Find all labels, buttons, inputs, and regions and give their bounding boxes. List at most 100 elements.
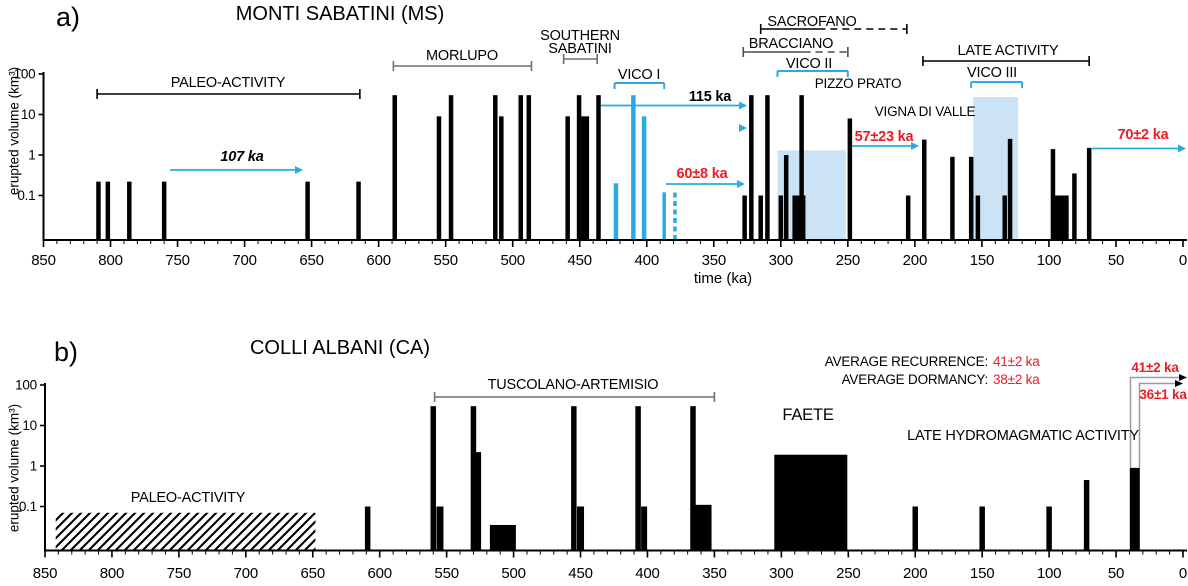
- eruption-bar: [912, 506, 918, 551]
- eruption-bar: [493, 95, 498, 240]
- x-tick-label: 850: [33, 565, 57, 582]
- eruption-bar: [571, 406, 577, 551]
- y-tick-label: 10: [22, 418, 37, 433]
- x-tick-label: 300: [769, 252, 793, 269]
- x-tick-label: 650: [301, 565, 325, 582]
- x-tick-label: 450: [568, 565, 592, 582]
- label-bracciano: BRACCIANO: [749, 36, 833, 52]
- eruption-bar: [1072, 173, 1077, 240]
- label-70ka: 70±2 ka: [1118, 127, 1170, 143]
- y-tick-label: 10: [21, 107, 36, 122]
- label-paleo-activity: PALEO-ACTIVITY: [171, 75, 286, 91]
- eruption-bar: [436, 506, 444, 551]
- label-avg-dormancy-value: 38±2 ka: [993, 372, 1040, 387]
- eruption-bar: [1050, 149, 1056, 240]
- arrow-115ka-head: [739, 101, 747, 110]
- label-southern-line1: SOUTHERN: [540, 28, 620, 44]
- eruption-bar: [742, 195, 747, 240]
- eruption-bar: [765, 95, 770, 240]
- eruption-bar: [1007, 138, 1013, 240]
- x-tick-label: 750: [167, 565, 191, 582]
- y-tick-label: 100: [15, 378, 37, 393]
- x-tick-label: 250: [836, 252, 860, 269]
- eruption-bar: [847, 118, 853, 240]
- y-tick-label: 0.1: [17, 188, 35, 203]
- eruption-bar: [975, 195, 981, 240]
- x-tick-label: 150: [970, 565, 994, 582]
- label-faete: FAETE: [782, 406, 833, 424]
- eruption-bar: [364, 506, 371, 551]
- eruption-bar: [96, 181, 101, 240]
- label-late-activity: LATE ACTIVITY: [957, 43, 1059, 59]
- x-tick-label: 0: [1179, 565, 1187, 582]
- eruption-bar: [105, 181, 111, 240]
- arrowhead-marker-head: [739, 124, 747, 132]
- x-tick-label: 350: [702, 252, 726, 269]
- x-tick-label: 650: [299, 252, 323, 269]
- eruption-bar: [1086, 147, 1092, 240]
- x-tick-label: 700: [234, 565, 258, 582]
- eruption-bar: [356, 181, 361, 240]
- eruption-bar: [448, 95, 454, 240]
- eruption-bar: [783, 155, 789, 240]
- eruption-bar: [950, 156, 955, 240]
- label-avg-dormancy: AVERAGE DORMANCY:: [842, 372, 988, 387]
- x-tick-label: 850: [31, 252, 55, 269]
- x-tick-label: 700: [232, 252, 256, 269]
- label-southern-line2: SABATINI: [548, 41, 611, 57]
- eruption-bar: [613, 183, 619, 240]
- eruption-bar: [690, 406, 696, 551]
- eruption-bar: [979, 506, 985, 551]
- x-tick-label: 200: [903, 252, 927, 269]
- panel-a: 850 800 750 700 650 600 550 500 450 400 350 300 250 2…: [14, 14, 1188, 269]
- label-paleo-activity-b: PALEO-ACTIVITY: [131, 490, 246, 506]
- elbow-arrow-36ka-head: [1175, 380, 1183, 387]
- label-sacrofano: SACROFANO: [767, 14, 856, 30]
- y-tick-label: 1: [30, 459, 37, 474]
- panel-a-title: MONTI SABATINI (MS): [235, 3, 445, 25]
- eruption-bar: [577, 506, 585, 551]
- arrow-57ka-head: [911, 142, 919, 150]
- elbow-arrow-41ka-head: [1179, 374, 1187, 381]
- eruption-bar: [499, 116, 504, 240]
- eruption-bar: [475, 452, 482, 551]
- eruption-bar: [758, 195, 763, 240]
- eruption-bar: [905, 195, 911, 240]
- x-tick-label: 800: [100, 565, 124, 582]
- eruption-bar: [430, 406, 437, 551]
- eruption-bar: [778, 195, 784, 240]
- arrow-107ka-head: [295, 166, 303, 174]
- x-tick-label: 0: [1179, 252, 1187, 269]
- eruption-bar: [1002, 195, 1007, 240]
- eruption-bar: [470, 406, 477, 551]
- eruption-bar: [1054, 195, 1069, 240]
- panel-a-xaxis-title: time (ka): [693, 270, 753, 287]
- panel-a-letter: a): [56, 2, 81, 32]
- y-tick-label: 1: [28, 148, 35, 163]
- x-tick-label: 750: [165, 252, 189, 269]
- vico-ii-shaded-region: [777, 150, 846, 240]
- panel-b-letter: b): [54, 337, 79, 367]
- x-tick-label: 50: [1108, 252, 1124, 269]
- panel-a-yaxis-title: erupted volume (km³): [6, 66, 22, 196]
- eruption-bar: [489, 524, 516, 551]
- x-tick-label: 500: [501, 565, 525, 582]
- x-tick-label: 100: [1037, 252, 1061, 269]
- eruption-bar: [1083, 480, 1090, 551]
- label-115ka: 115 ka: [689, 89, 732, 105]
- label-57ka: 57±23 ka: [855, 129, 915, 145]
- y-tick-label: 100: [14, 67, 36, 82]
- eruption-bar: [392, 95, 397, 240]
- eruption-bar: [161, 181, 167, 240]
- eruption-bar: [576, 95, 582, 240]
- x-tick-label: 600: [366, 252, 390, 269]
- eruption-bar: [799, 95, 804, 240]
- paleo-activity-hatched-region: [55, 512, 316, 551]
- label-vico-i: VICO I: [618, 67, 660, 83]
- label-41ka: 41±2 ka: [1131, 360, 1179, 375]
- y-tick-label: 0.1: [19, 499, 37, 514]
- eruption-bar: [127, 181, 132, 240]
- eruption-bar: [518, 95, 523, 240]
- eruption-bar: [968, 156, 974, 240]
- eruption-bar: [581, 116, 590, 240]
